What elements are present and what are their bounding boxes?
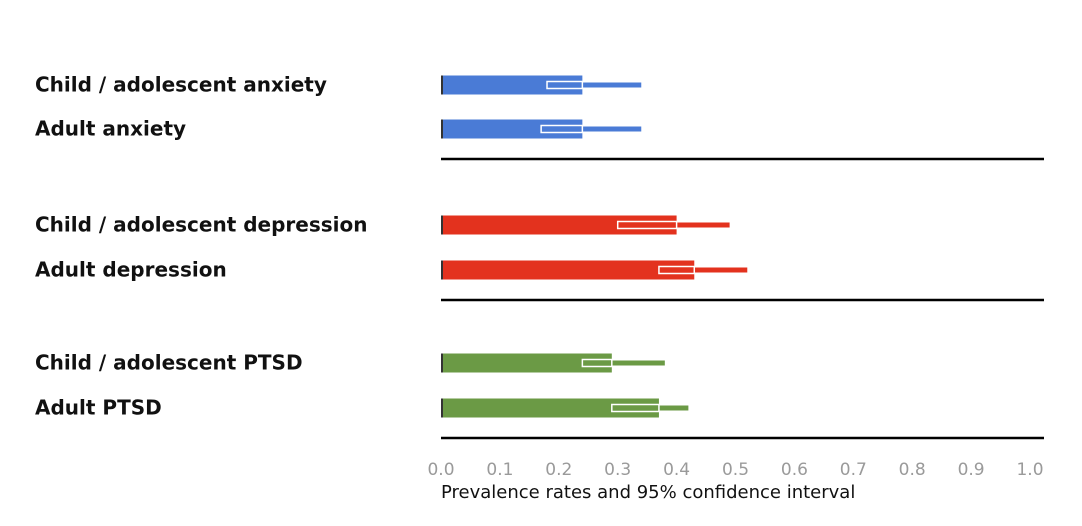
row-label-adult-depression: Adult depression — [35, 258, 227, 282]
tick-label-0-3: 0.3 — [604, 460, 631, 480]
row-label-child-adolescent-anxiety: Child / adolescent anxiety — [35, 73, 327, 97]
tick-label-1-0: 1.0 — [1016, 460, 1043, 480]
ci-inner-adult-depression — [658, 265, 696, 275]
ci-inner-child-adolescent-depression — [616, 220, 678, 230]
tick-label-0-2: 0.2 — [545, 460, 572, 480]
bar-cap-child-adolescent-anxiety — [441, 75, 443, 95]
tick-label-0-9: 0.9 — [958, 460, 985, 480]
row-label-child-adolescent-ptsd: Child / adolescent PTSD — [35, 351, 303, 375]
x-axis-ticks: 0.0 0.1 0.2 0.3 0.4 0.5 0.6 0.7 0.8 0.9 1.0 — [427, 460, 1043, 480]
ci-inner-child-adolescent-anxiety — [546, 80, 584, 90]
bar-child-adolescent-depression — [441, 215, 677, 235]
rows-layer: Child / adolescent anxiety Adult anxiety C… — [35, 73, 748, 420]
ci-inner-child-adolescent-ptsd — [581, 358, 613, 368]
tick-label-0-7: 0.7 — [840, 460, 867, 480]
ci-bar-child-adolescent-depression — [617, 222, 730, 228]
bar-child-adolescent-anxiety — [441, 75, 583, 95]
bar-cap-child-adolescent-depression — [441, 215, 443, 235]
tick-label-0-5: 0.5 — [722, 460, 749, 480]
tick-label-0-6: 0.6 — [781, 460, 808, 480]
ci-inner-adult-anxiety — [540, 124, 584, 134]
ci-bar-child-adolescent-ptsd — [582, 360, 665, 366]
group-separators — [441, 157, 1044, 440]
ci-bar-adult-anxiety — [541, 126, 642, 132]
bar-adult-depression — [441, 260, 695, 280]
ci-bar-adult-ptsd — [611, 405, 689, 411]
tick-label-0-0: 0.0 — [427, 460, 454, 480]
row-label-child-adolescent-depression: Child / adolescent depression — [35, 213, 368, 237]
ci-bar-child-adolescent-anxiety — [547, 82, 642, 88]
tick-label-0-8: 0.8 — [899, 460, 926, 480]
bar-cap-adult-depression — [441, 260, 443, 280]
row-label-adult-anxiety: Adult anxiety — [35, 117, 186, 141]
tick-label-0-1: 0.1 — [486, 460, 513, 480]
row-label-adult-ptsd: Adult PTSD — [35, 396, 162, 420]
bar-cap-child-adolescent-ptsd — [441, 353, 443, 373]
tick-label-0-4: 0.4 — [663, 460, 690, 480]
bar-adult-ptsd — [441, 398, 659, 418]
ci-bar-adult-depression — [658, 267, 748, 273]
bar-cap-adult-ptsd — [441, 398, 443, 418]
x-axis-title: Prevalence rates and 95% confidence inte… — [441, 482, 855, 503]
ci-inner-adult-ptsd — [611, 403, 660, 413]
bar-adult-anxiety — [441, 119, 583, 139]
bar-cap-adult-anxiety — [441, 119, 443, 139]
bar-child-adolescent-ptsd — [441, 353, 612, 373]
